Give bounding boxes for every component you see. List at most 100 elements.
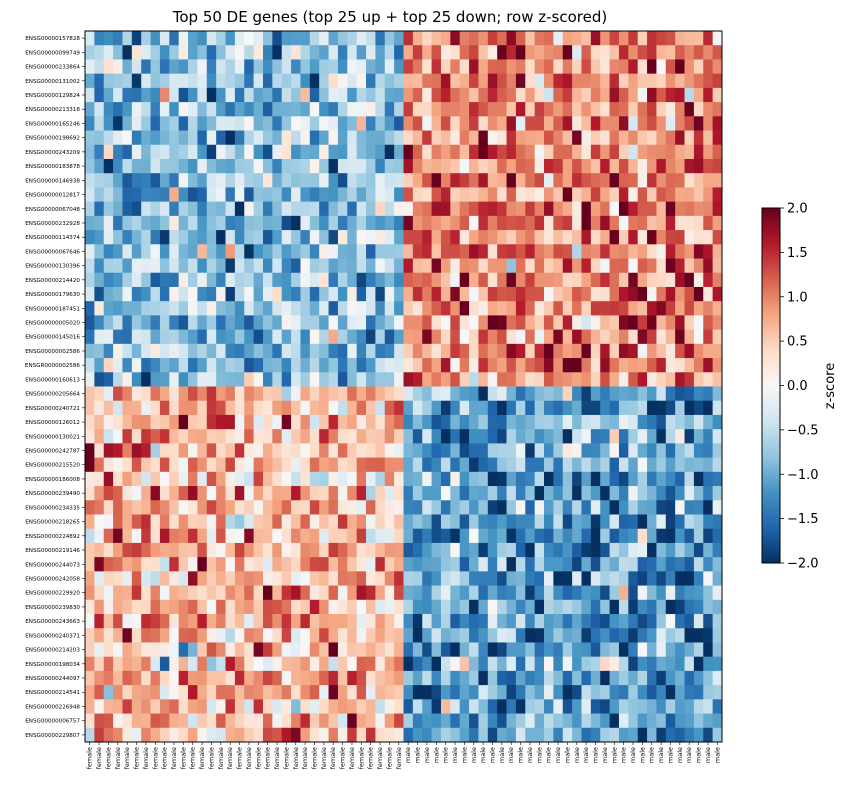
- heatmap-cell: [206, 215, 217, 231]
- heatmap-cell: [169, 585, 180, 601]
- heatmap-cell: [85, 358, 95, 373]
- heatmap-cell: [347, 699, 358, 714]
- heatmap-cell: [394, 685, 404, 700]
- heatmap-cell: [412, 130, 423, 146]
- heatmap-cell: [262, 614, 273, 629]
- heatmap-cell: [150, 187, 161, 203]
- heatmap-cell: [544, 130, 554, 146]
- heatmap-cell: [590, 87, 601, 103]
- heatmap-cell: [600, 158, 610, 174]
- row-label: ENSG00000146938: [25, 178, 80, 184]
- heatmap-cell: [375, 486, 386, 501]
- heatmap-cell: [506, 158, 517, 174]
- heatmap-cell: [122, 500, 133, 515]
- heatmap-cell: [103, 486, 114, 501]
- heatmap-cell: [600, 656, 610, 672]
- heatmap-cell: [440, 45, 451, 60]
- heatmap-cell: [169, 258, 180, 274]
- heatmap-cell: [647, 542, 657, 558]
- heatmap-cell: [497, 400, 507, 416]
- heatmap-cell: [159, 201, 170, 217]
- heatmap-cell: [422, 457, 433, 473]
- row-label: ENSG00000012817: [25, 193, 80, 199]
- heatmap-cell: [431, 713, 442, 729]
- heatmap-cell: [178, 557, 189, 572]
- heatmap-cell: [637, 443, 648, 458]
- heatmap-cell: [506, 656, 517, 672]
- heatmap-cell: [703, 685, 714, 700]
- heatmap-cell: [553, 329, 564, 345]
- heatmap-cell: [459, 685, 470, 700]
- heatmap-cell: [600, 329, 610, 345]
- heatmap-cell: [544, 187, 554, 203]
- heatmap-cell: [712, 642, 723, 658]
- heatmap-cell: [693, 102, 704, 117]
- heatmap-cell: [206, 144, 217, 160]
- heatmap-cell: [675, 585, 685, 601]
- heatmap-cell: [525, 201, 536, 217]
- heatmap-cell: [469, 528, 479, 544]
- heatmap-cell: [394, 713, 404, 729]
- heatmap-cell: [197, 144, 208, 160]
- heatmap-cell: [525, 173, 536, 188]
- heatmap-cell: [637, 414, 648, 430]
- heatmap-cell: [384, 614, 395, 629]
- heatmap-cell: [375, 244, 386, 259]
- heatmap-cell: [94, 158, 105, 174]
- heatmap-cell: [234, 727, 245, 743]
- row-label: ENSG00000165246: [25, 121, 80, 127]
- heatmap-cell: [693, 599, 704, 615]
- heatmap-cell: [206, 713, 217, 729]
- heatmap-cell: [94, 301, 105, 316]
- heatmap-cell: [347, 272, 358, 288]
- heatmap-cell: [440, 642, 451, 658]
- heatmap-cell: [94, 599, 105, 615]
- heatmap-cell: [356, 585, 367, 601]
- heatmap-cell: [281, 258, 292, 274]
- column-label: male: [629, 747, 637, 763]
- heatmap-cell: [637, 500, 648, 515]
- heatmap-cell: [188, 187, 198, 203]
- heatmap-cell: [703, 628, 714, 643]
- heatmap-cell: [562, 116, 573, 131]
- heatmap-cell: [225, 571, 236, 586]
- heatmap-cell: [553, 585, 564, 601]
- heatmap-cell: [85, 201, 95, 217]
- heatmap-cell: [572, 258, 582, 274]
- heatmap-cell: [647, 727, 657, 743]
- heatmap-cell: [188, 144, 198, 160]
- heatmap-cell: [581, 400, 592, 416]
- heatmap-cell: [544, 31, 554, 46]
- heatmap-cell: [403, 528, 414, 544]
- heatmap-cell: [544, 685, 554, 700]
- heatmap-cell: [703, 301, 714, 316]
- heatmap-cell: [684, 116, 695, 131]
- heatmap-cell: [281, 528, 292, 544]
- heatmap-cell: [384, 31, 395, 46]
- heatmap-cell: [581, 187, 592, 203]
- heatmap-cell: [188, 699, 198, 714]
- heatmap-cell: [234, 656, 245, 672]
- heatmap-cell: [497, 372, 507, 387]
- heatmap-cell: [422, 685, 433, 700]
- heatmap-cell: [103, 599, 114, 615]
- heatmap-cell: [487, 272, 498, 288]
- heatmap-cell: [478, 386, 489, 402]
- heatmap-cell: [281, 372, 292, 387]
- heatmap-cell: [637, 699, 648, 714]
- heatmap-cell: [366, 628, 376, 643]
- heatmap-cell: [450, 457, 461, 473]
- heatmap-cell: [422, 301, 433, 316]
- heatmap-cell: [122, 443, 133, 458]
- heatmap-cell: [553, 713, 564, 729]
- heatmap-cell: [693, 670, 704, 686]
- heatmap-cell: [478, 130, 489, 146]
- heatmap-cell: [581, 443, 592, 458]
- heatmap-cell: [478, 542, 489, 558]
- heatmap-cell: [712, 471, 723, 487]
- heatmap-cell: [141, 414, 151, 430]
- heatmap-cell: [487, 130, 498, 146]
- heatmap-cell: [216, 187, 226, 203]
- heatmap-cell: [262, 258, 273, 274]
- heatmap-cell: [150, 158, 161, 174]
